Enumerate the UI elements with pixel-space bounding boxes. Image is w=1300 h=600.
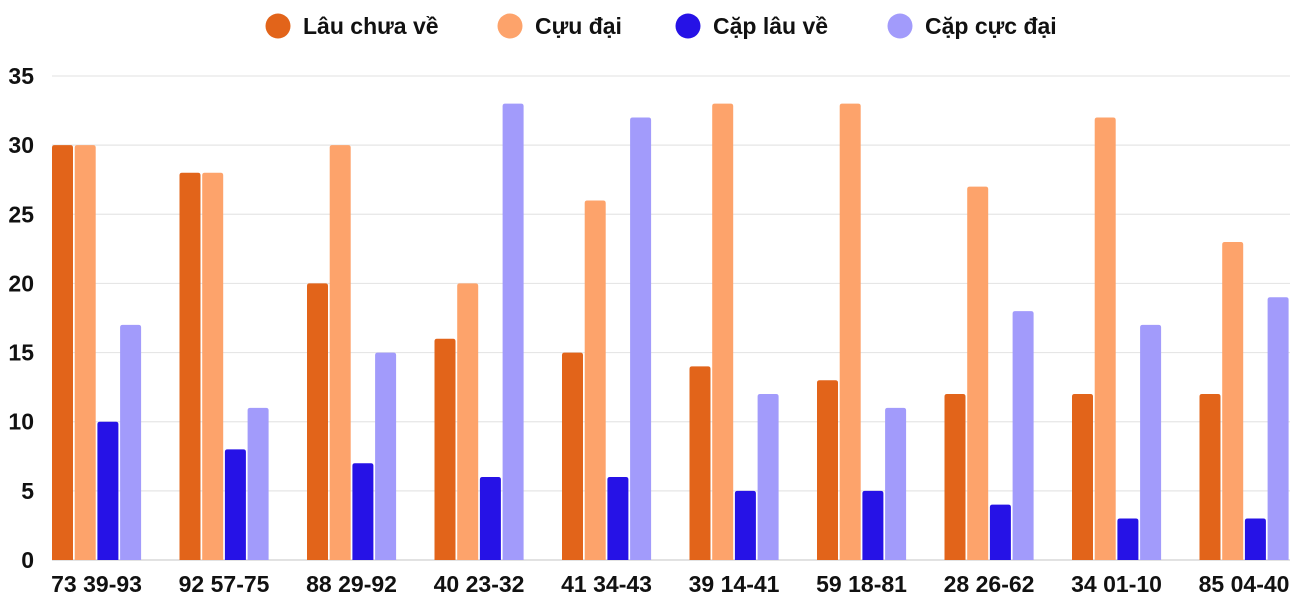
bar-3-7	[862, 490, 884, 560]
x-tick-label: 73 39-93	[51, 571, 142, 597]
x-axis: 73 39-93 92 57-75 88 29-92 40 23-32 41 34-43…	[51, 571, 1289, 597]
bar-2-10	[1222, 241, 1244, 560]
bar-3-2	[224, 449, 246, 560]
x-tick-label: 34 01-10	[1071, 571, 1162, 597]
bar-2-2	[202, 172, 224, 561]
bar-3-6	[734, 490, 756, 560]
bar-4-7	[885, 407, 907, 560]
legend-swatch	[675, 13, 701, 39]
y-axis: 0 5 10 15 20 25 30 35	[8, 63, 34, 573]
legend-label: Cặp cực đại	[925, 13, 1057, 39]
bar-3-8	[989, 504, 1011, 560]
bar-3-9	[1117, 518, 1139, 560]
legend-swatch	[497, 13, 523, 39]
legend-swatch	[265, 13, 291, 39]
bar-1-5	[562, 352, 583, 560]
x-tick-label: 40 23-32	[434, 571, 525, 597]
legend-item-4: Cặp cực đại	[887, 13, 1057, 39]
bar-2-9	[1094, 117, 1116, 560]
bar-3-1	[97, 421, 119, 560]
bar-2-4	[457, 283, 479, 560]
chart-legend: Lâu chưa về Cựu đại Cặp lâu về Cặp cực đại	[265, 13, 1057, 39]
x-tick-label: 28 26-62	[944, 571, 1035, 597]
bar-4-4	[502, 103, 524, 561]
bar-3-3	[352, 463, 374, 560]
bar-2-1	[74, 145, 96, 560]
bar-1-9	[1072, 394, 1093, 560]
bar-3-10	[1244, 518, 1266, 560]
y-tick-label: 35	[8, 63, 34, 89]
y-tick-label: 5	[21, 478, 34, 504]
bar-1-8	[944, 394, 966, 560]
bar-3-4	[479, 477, 501, 560]
y-tick-label: 25	[8, 201, 34, 227]
legend-item-1: Lâu chưa về	[265, 13, 439, 39]
legend-item-3: Cặp lâu về	[675, 13, 828, 39]
bar-1-6	[689, 366, 711, 560]
bar-2-5	[584, 200, 606, 560]
legend-swatch	[887, 13, 913, 39]
x-tick-label: 88 29-92	[306, 571, 397, 597]
legend-label: Lâu chưa về	[303, 13, 439, 39]
bar-2-8	[967, 186, 989, 560]
bar-1-3	[307, 283, 328, 560]
bar-2-7	[839, 103, 861, 561]
bar-1-4	[434, 338, 456, 560]
bar-4-9	[1140, 324, 1162, 560]
bar-1-2	[179, 172, 201, 561]
y-tick-label: 15	[8, 340, 34, 366]
bar-4-8	[1012, 311, 1034, 560]
bar-4-1	[120, 324, 142, 560]
bar-1-1	[52, 145, 73, 560]
bar-4-10	[1267, 297, 1289, 560]
y-tick-label: 30	[8, 132, 34, 158]
x-tick-label: 41 34-43	[561, 571, 652, 597]
x-tick-label: 39 14-41	[689, 571, 780, 597]
y-tick-label: 10	[8, 409, 34, 435]
bar-2-6	[712, 103, 734, 561]
legend-label: Cặp lâu về	[713, 13, 828, 39]
legend-label: Cựu đại	[535, 13, 622, 39]
bar-4-6	[757, 394, 779, 560]
bar-4-3	[375, 352, 397, 560]
legend-item-2: Cựu đại	[497, 13, 622, 39]
bar-1-7	[817, 380, 838, 560]
chart-bars	[52, 103, 1289, 561]
bar-3-5	[607, 477, 629, 560]
x-tick-label: 92 57-75	[179, 571, 270, 597]
x-tick-label: 85 04-40	[1199, 571, 1290, 597]
bar-2-3	[329, 145, 351, 560]
bar-4-5	[630, 117, 652, 560]
bar-1-10	[1199, 394, 1221, 560]
x-tick-label: 59 18-81	[816, 571, 907, 597]
y-tick-label: 20	[8, 270, 34, 296]
y-tick-label: 0	[21, 547, 34, 573]
bar-4-2	[247, 407, 269, 560]
